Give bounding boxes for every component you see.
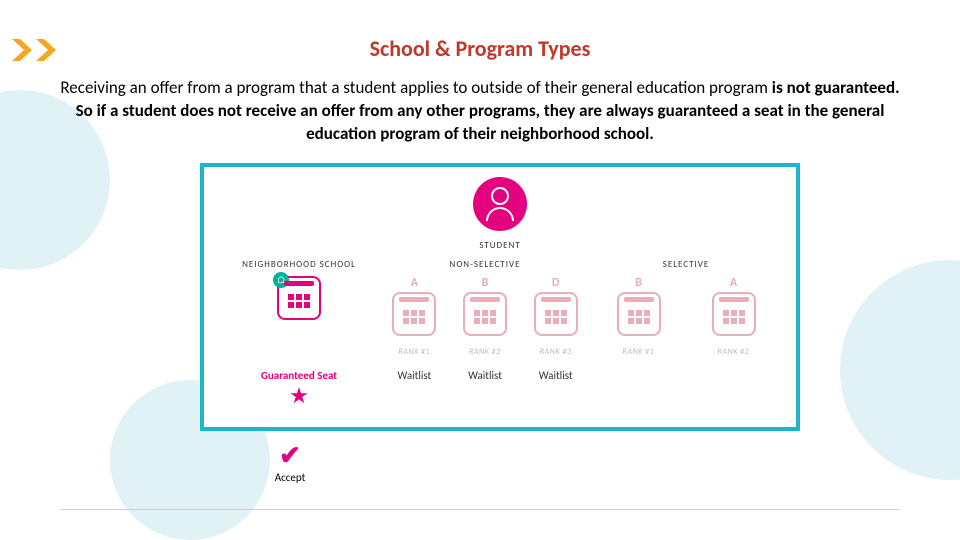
waitlist-label: Waitlist [525, 369, 586, 382]
school-icon [617, 292, 661, 336]
desc-part-1: Receiving an offer from a program that a… [60, 77, 771, 98]
selective-header: SELECTIVE [596, 259, 776, 270]
waitlist-label: Waitlist [384, 369, 445, 382]
diagram-panel: STUDENT NEIGHBORHOOD SCHOOL ⌂ NON-SELECT… [200, 163, 800, 431]
rank-label: RANK #1 [384, 347, 445, 357]
guaranteed-label: Guaranteed Seat [224, 369, 374, 382]
non-selective-card-1: B RANK #2 [455, 276, 516, 357]
rank-label: RANK #3 [525, 347, 586, 357]
check-icon: ✔ [250, 439, 330, 471]
non-selective-card-0: A RANK #1 [384, 276, 445, 357]
accept-label: Accept [250, 471, 330, 484]
student-block: STUDENT [224, 177, 776, 251]
school-letter: B [455, 276, 516, 290]
selective-card-1: A RANK #2 [691, 276, 776, 357]
page-title: School & Program Types [40, 35, 920, 62]
chevron-logo-icon [10, 35, 70, 65]
school-letter: A [691, 276, 776, 290]
non-selective-header: NON-SELECTIVE [384, 259, 586, 270]
school-letter: B [596, 276, 681, 290]
neighborhood-column: NEIGHBORHOOD SCHOOL ⌂ [224, 259, 374, 357]
school-letter: A [384, 276, 445, 290]
rank-label: RANK #2 [455, 347, 516, 357]
waitlist-label: Waitlist [455, 369, 516, 382]
school-icon [712, 292, 756, 336]
non-selective-card-2: D RANK #3 [525, 276, 586, 357]
neighborhood-header: NEIGHBORHOOD SCHOOL [224, 259, 374, 270]
school-letter: D [525, 276, 586, 290]
star-icon: ★ [224, 382, 374, 409]
school-icon: ⌂ [277, 276, 321, 320]
neighborhood-school-card: ⌂ [224, 276, 374, 325]
footer-divider [60, 509, 900, 510]
rank-label: RANK #1 [596, 347, 681, 357]
guaranteed-block: Guaranteed Seat ★ [224, 369, 374, 409]
student-label: STUDENT [224, 240, 776, 251]
non-selective-column: NON-SELECTIVE A RANK #1 B RANK #2 D [384, 259, 586, 357]
school-icon [463, 292, 507, 336]
school-icon [534, 292, 578, 336]
accept-block: ✔ Accept [250, 439, 330, 484]
selective-card-0: B RANK #1 [596, 276, 681, 357]
school-icon [392, 292, 436, 336]
selective-column: SELECTIVE B RANK #1 A RANK #2 [596, 259, 776, 357]
student-icon [473, 177, 527, 231]
description-text: Receiving an offer from a program that a… [40, 77, 920, 158]
waitlist-row: Waitlist Waitlist Waitlist [384, 369, 586, 382]
rank-label: RANK #2 [691, 347, 776, 357]
